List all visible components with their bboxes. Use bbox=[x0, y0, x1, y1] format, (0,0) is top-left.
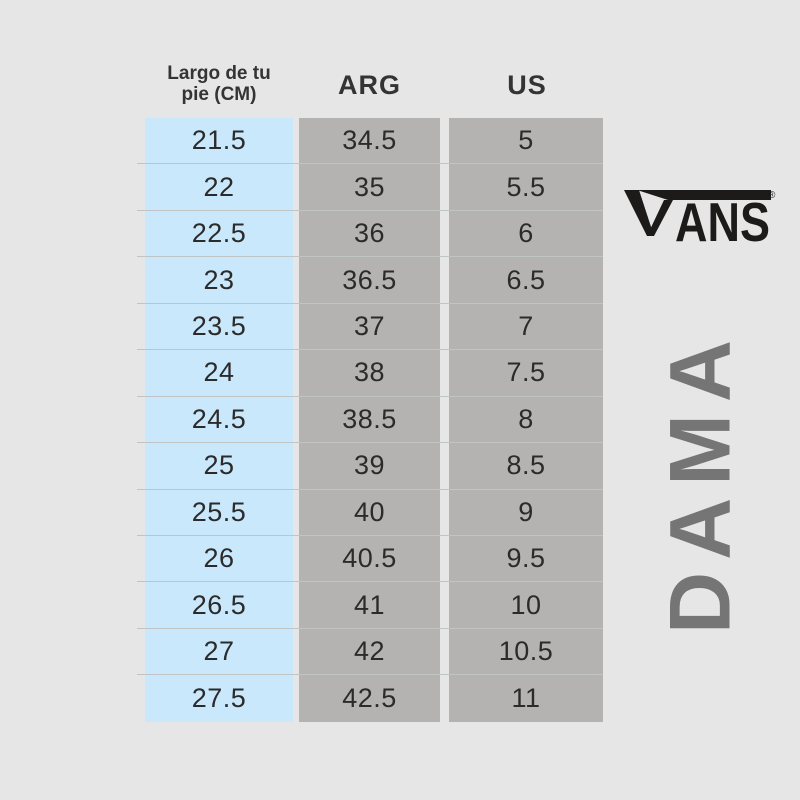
cell-foot-length: 25 bbox=[145, 443, 293, 489]
column-gap bbox=[440, 443, 449, 488]
table-row: 25.5 40 9 bbox=[137, 489, 603, 536]
cell-us-size: 6.5 bbox=[449, 257, 603, 303]
cell-foot-length: 26.5 bbox=[145, 582, 293, 628]
column-gap bbox=[440, 582, 449, 627]
cell-arg-size: 41 bbox=[299, 582, 440, 628]
cell-us-size: 8 bbox=[449, 396, 603, 443]
cell-arg-size: 39 bbox=[299, 443, 440, 489]
row-left-spacer bbox=[137, 629, 145, 674]
cell-foot-length: 21.5 bbox=[145, 118, 293, 164]
cell-us-size: 8.5 bbox=[449, 443, 603, 489]
cell-us-size: 6 bbox=[449, 210, 603, 257]
vans-logo: ANS ® bbox=[624, 187, 776, 253]
row-left-spacer bbox=[137, 397, 145, 442]
column-gap bbox=[440, 397, 449, 442]
row-left-spacer bbox=[137, 350, 145, 395]
table-row: 25 39 8.5 bbox=[137, 443, 603, 490]
cell-arg-size: 38.5 bbox=[299, 396, 440, 443]
row-left-spacer bbox=[137, 675, 145, 721]
cell-arg-size: 42.5 bbox=[299, 675, 440, 722]
cell-us-size: 10.5 bbox=[449, 628, 603, 675]
column-header-foot-length-line2: pie (CM) bbox=[181, 83, 257, 105]
category-label-dama: DAMA bbox=[652, 328, 749, 634]
cell-arg-size: 42 bbox=[299, 628, 440, 675]
row-left-spacer bbox=[137, 304, 145, 349]
cell-arg-size: 36.5 bbox=[299, 257, 440, 303]
cell-foot-length: 25.5 bbox=[145, 489, 293, 535]
cell-arg-size: 34.5 bbox=[299, 118, 440, 164]
column-gap bbox=[440, 211, 449, 256]
column-gap bbox=[440, 536, 449, 581]
table-row: 23 36.5 6.5 bbox=[137, 257, 603, 304]
table-row: 26.5 41 10 bbox=[137, 582, 603, 629]
table-row: 22 35 5.5 bbox=[137, 164, 603, 211]
cell-arg-size: 35 bbox=[299, 164, 440, 210]
cell-us-size: 9.5 bbox=[449, 535, 603, 582]
cell-foot-length: 22 bbox=[145, 164, 293, 210]
table-row: 21.5 34.5 5 bbox=[137, 118, 603, 165]
table-row: 24.5 38.5 8 bbox=[137, 396, 603, 444]
column-gap bbox=[440, 164, 449, 209]
cell-arg-size: 36 bbox=[299, 210, 440, 257]
vans-logo-graphic: ANS ® bbox=[624, 190, 776, 253]
row-left-spacer bbox=[137, 164, 145, 209]
cell-foot-length: 23.5 bbox=[145, 303, 293, 350]
column-gap bbox=[440, 257, 449, 302]
column-gap bbox=[440, 350, 449, 395]
table-row: 27 42 10.5 bbox=[137, 628, 603, 676]
table-row: 22.5 36 6 bbox=[137, 210, 603, 258]
cell-us-size: 11 bbox=[449, 675, 603, 722]
cell-foot-length: 24 bbox=[145, 350, 293, 396]
row-left-spacer bbox=[137, 211, 145, 256]
column-header-foot-length: Largo de tu pie (CM) bbox=[145, 63, 293, 105]
row-left-spacer bbox=[137, 257, 145, 302]
table-row: 24 38 7.5 bbox=[137, 350, 603, 397]
vans-logo-letters: ANS bbox=[675, 191, 770, 247]
cell-us-size: 7.5 bbox=[449, 350, 603, 396]
cell-arg-size: 40.5 bbox=[299, 535, 440, 582]
column-gap bbox=[440, 629, 449, 674]
column-gap bbox=[440, 118, 449, 163]
row-left-spacer bbox=[137, 582, 145, 627]
cell-foot-length: 26 bbox=[145, 535, 293, 582]
cell-foot-length: 27.5 bbox=[145, 675, 293, 722]
cell-us-size: 5 bbox=[449, 118, 603, 164]
size-conversion-table: 21.5 34.5 5 22 35 5.5 22.5 36 6 23 36.5 6.5 23.5 37 7 2… bbox=[137, 118, 603, 722]
row-left-spacer bbox=[137, 443, 145, 488]
table-row: 26 40.5 9.5 bbox=[137, 535, 603, 583]
column-header-arg: ARG bbox=[338, 70, 401, 100]
cell-us-size: 5.5 bbox=[449, 164, 603, 210]
cell-foot-length: 22.5 bbox=[145, 210, 293, 257]
column-gap bbox=[440, 675, 449, 721]
registered-trademark-icon: ® bbox=[768, 190, 776, 201]
cell-arg-size: 40 bbox=[299, 489, 440, 535]
row-left-spacer bbox=[137, 536, 145, 581]
table-row: 27.5 42.5 11 bbox=[137, 675, 603, 722]
column-gap bbox=[440, 304, 449, 349]
cell-us-size: 9 bbox=[449, 489, 603, 535]
column-header-us: US bbox=[507, 70, 547, 100]
column-header-foot-length-line1: Largo de tu bbox=[167, 63, 271, 84]
row-left-spacer bbox=[137, 490, 145, 535]
cell-us-size: 10 bbox=[449, 582, 603, 628]
cell-foot-length: 23 bbox=[145, 257, 293, 303]
row-left-spacer bbox=[137, 118, 145, 163]
column-gap bbox=[440, 490, 449, 535]
cell-foot-length: 27 bbox=[145, 628, 293, 675]
cell-arg-size: 37 bbox=[299, 303, 440, 350]
table-row: 23.5 37 7 bbox=[137, 303, 603, 351]
cell-arg-size: 38 bbox=[299, 350, 440, 396]
cell-foot-length: 24.5 bbox=[145, 396, 293, 443]
cell-us-size: 7 bbox=[449, 303, 603, 350]
